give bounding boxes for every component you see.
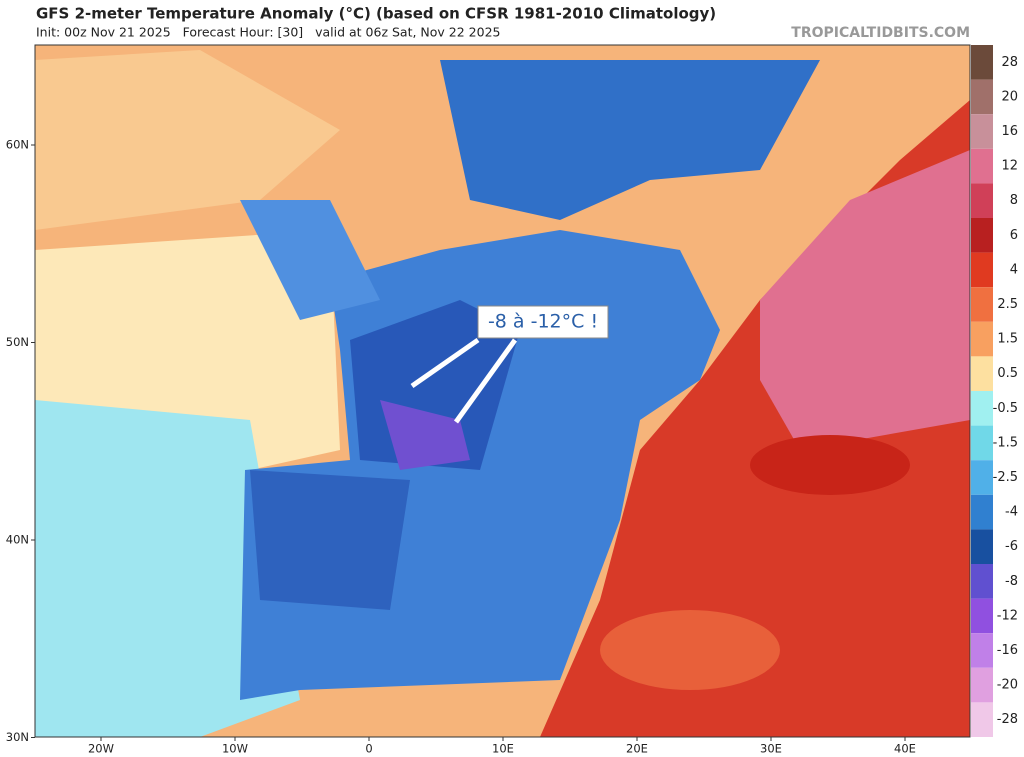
anomaly-region: [380, 400, 470, 470]
lat-label: 30N: [6, 730, 29, 744]
lon-label: 20W: [88, 742, 114, 756]
lon-label: 30E: [760, 742, 782, 756]
colorbar-label: 20: [1001, 89, 1018, 104]
colorbar-swatch: [971, 425, 993, 461]
anomaly-region: [440, 60, 820, 220]
anomaly-region: [250, 470, 410, 610]
map: -8 à -12°C !: [35, 45, 970, 737]
colorbar-swatch: [971, 667, 993, 703]
anomaly-region: [760, 150, 970, 450]
colorbar-swatch: [971, 321, 993, 357]
colorbar-swatch: [971, 391, 993, 426]
anomaly-region: [35, 400, 300, 737]
colorbar-label: 4: [1010, 262, 1018, 277]
colorbar-label: -2.5: [993, 470, 1018, 485]
anomaly-region: [240, 200, 380, 320]
colorbar-label: -4: [1005, 505, 1018, 520]
colorbar-label: -0.5: [993, 401, 1018, 416]
colorbar-label: 2.5: [997, 297, 1018, 312]
colorbar-swatch: [971, 564, 993, 599]
colorbar-label: -1.5: [993, 435, 1018, 450]
axes: 60N 50N 40N 30N 20W 10W 0 10E 20E 30E 40E: [6, 138, 916, 756]
colorbar-label: -16: [997, 643, 1018, 658]
colorbar-swatch: [971, 218, 993, 253]
title: GFS 2-meter Temperature Anomaly (°C) (ba…: [36, 5, 716, 23]
colorbar-swatch: [971, 356, 993, 391]
colorbar-swatch: [971, 183, 993, 218]
lat-label: 60N: [6, 138, 29, 152]
colorbar-label: 16: [1001, 124, 1018, 139]
colorbar-label: 0.5: [997, 366, 1018, 381]
lon-label: 10W: [222, 742, 248, 756]
lat-label: 40N: [6, 533, 29, 547]
annotation: -8 à -12°C !: [488, 311, 598, 333]
subtitle: Init: 00z Nov 21 2025 Forecast Hour: [30…: [36, 25, 501, 40]
colorbar: 28 20 16 12 8 6 4 2.5 1.5 0.5 -0.5 -1.5 -2.5 -4 -6 -8 -1…: [971, 45, 1018, 737]
colorbar-swatch: [971, 702, 993, 737]
colorbar-swatch: [971, 79, 993, 115]
colorbar-swatch: [971, 633, 993, 668]
colorbar-swatch: [971, 494, 993, 530]
arrow: [410, 337, 480, 389]
lat-label: 50N: [6, 335, 29, 349]
colorbar-label: -8: [1005, 574, 1018, 589]
anomaly-region: [35, 50, 340, 230]
colorbar-label: 1.5: [997, 332, 1018, 347]
colorbar-label: 6: [1010, 228, 1018, 243]
colorbar-swatch: [971, 252, 993, 288]
colorbar-label: 8: [1010, 193, 1018, 208]
colorbar-label: -20: [997, 678, 1018, 693]
colorbar-swatch: [971, 148, 993, 184]
anomaly-region: [600, 610, 780, 690]
annotation-box: [477, 305, 609, 339]
colorbar-swatch: [971, 598, 993, 634]
lon-label: 20E: [626, 742, 648, 756]
lon-label: 0: [365, 742, 372, 756]
colorbar-label: -6: [1005, 539, 1018, 554]
lon-label: 10E: [492, 742, 514, 756]
site-name: TROPICALTIDBITS.COM: [791, 25, 970, 41]
arrow: [453, 338, 518, 424]
colorbar-swatch: [971, 529, 993, 564]
anomaly-region: [750, 435, 910, 495]
lon-label: 40E: [894, 742, 916, 756]
colorbar-label: 12: [1001, 159, 1018, 174]
colorbar-swatch: [971, 114, 993, 149]
colorbar-label: -28: [997, 712, 1018, 727]
colorbar-label: -12: [997, 608, 1018, 623]
colorbar-swatch: [971, 45, 993, 80]
colorbar-label: 28: [1001, 55, 1018, 70]
colorbar-swatch: [971, 460, 993, 495]
colorbar-swatch: [971, 287, 993, 322]
